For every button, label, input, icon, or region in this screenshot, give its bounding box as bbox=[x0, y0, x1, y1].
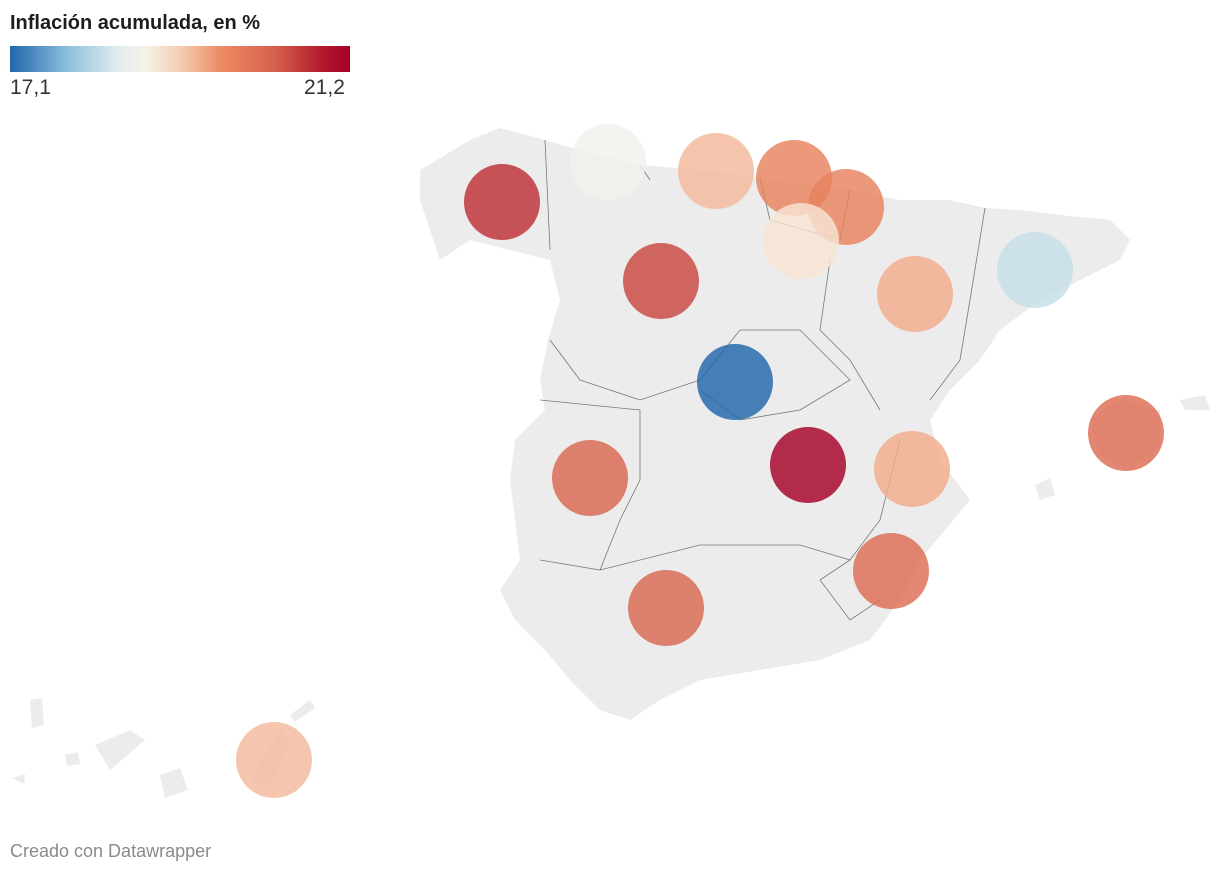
bubble-castilla-la-mancha[interactable]: Castilla-La Mancha: 21.2 bbox=[770, 427, 846, 503]
bubble-la-rioja[interactable]: La Rioja: 18.9 bbox=[763, 203, 839, 279]
legend-max-label: 21,2 bbox=[304, 76, 345, 99]
bubble-catalu-a[interactable]: Cataluña: 18.2 bbox=[997, 232, 1073, 308]
bubble-castilla-y-le-n[interactable]: Castilla y León: 20.5 bbox=[623, 243, 699, 319]
bubble-arag-n[interactable]: Aragón: 19.4 bbox=[877, 256, 953, 332]
tenerife-shape bbox=[95, 730, 145, 770]
legend-min-label: 17,1 bbox=[10, 76, 51, 99]
bubble-andaluc-a[interactable]: Andalucía: 20.2 bbox=[628, 570, 704, 646]
color-scale-bar bbox=[10, 46, 350, 72]
bubble-galicia[interactable]: Galicia: 20.7 bbox=[464, 164, 540, 240]
footer-credit: Creado con Datawrapper bbox=[10, 841, 212, 861]
la-gomera-shape bbox=[65, 752, 80, 766]
peninsula-shape bbox=[420, 128, 1130, 720]
bubble-cantabria[interactable]: Cantabria: 19.3 bbox=[678, 133, 754, 209]
bubble-madrid[interactable]: Madrid: 17.1 bbox=[697, 344, 773, 420]
bubble-murcia[interactable]: Murcia: 20.1 bbox=[853, 533, 929, 609]
bubble-comunitat-valenciana[interactable]: Comunitat Valenciana: 19.4 bbox=[874, 431, 950, 507]
lanzarote-shape bbox=[290, 700, 315, 722]
gran-canaria-shape bbox=[160, 768, 188, 798]
la-palma-shape bbox=[30, 698, 44, 728]
bubble-illes-balears[interactable]: Illes Balears: 20.1 bbox=[1088, 395, 1164, 471]
bubble-asturias[interactable]: Asturias: 18.6 bbox=[570, 124, 646, 200]
legend-title: Inflación acumulada, en % bbox=[10, 12, 261, 34]
bubble-extremadura[interactable]: Extremadura: 20.2 bbox=[552, 440, 628, 516]
bubbles-layer: Galicia: 20.7 Asturias: 18.6 Cantabria: 19… bbox=[236, 124, 1164, 798]
menorca-shape bbox=[1180, 395, 1210, 410]
bubble-canarias[interactable]: Canarias: 19.3 bbox=[236, 722, 312, 798]
ibiza-shape bbox=[1035, 478, 1055, 500]
el-hierro-shape bbox=[12, 774, 25, 784]
